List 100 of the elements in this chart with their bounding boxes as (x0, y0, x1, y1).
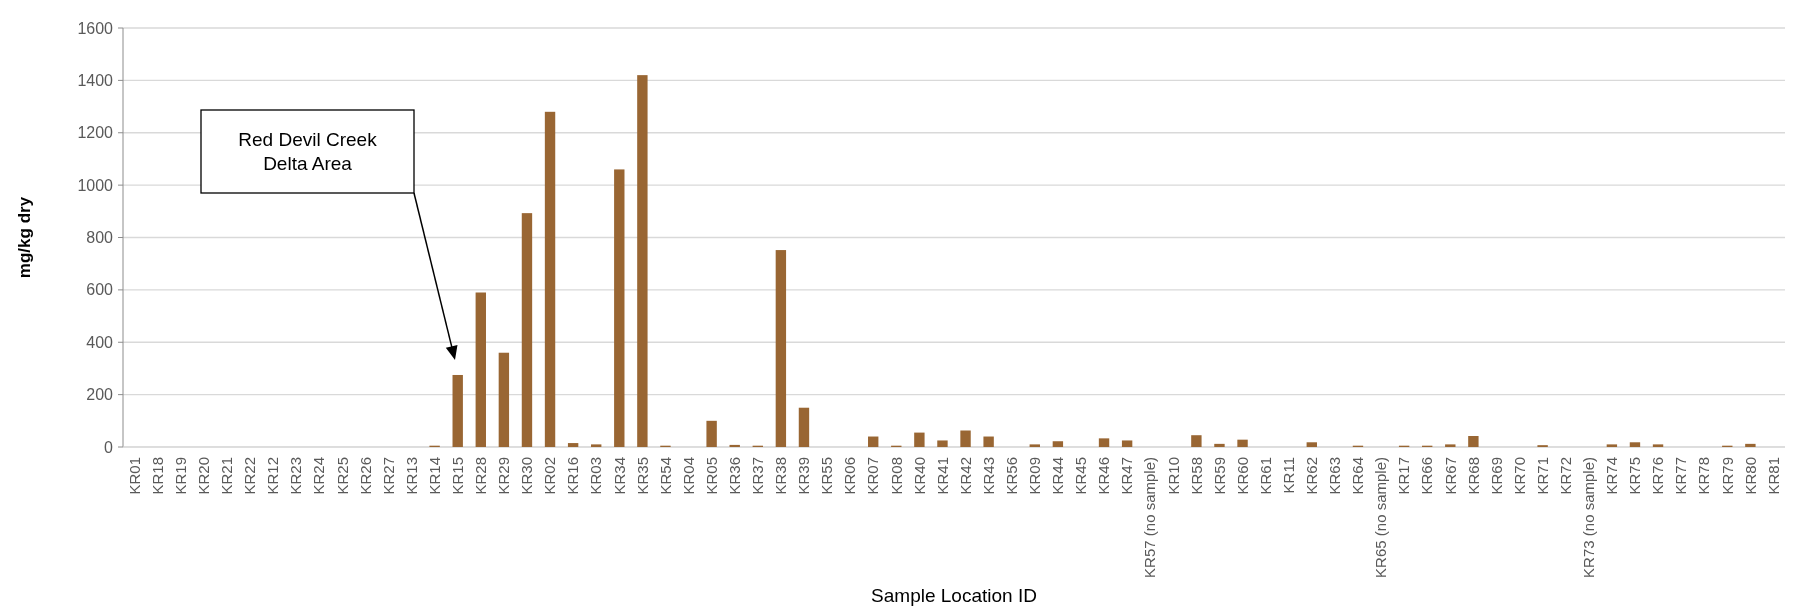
bar (1468, 436, 1479, 447)
x-tick-label: KR64 (1349, 457, 1367, 495)
x-tick-label: KR67 (1441, 457, 1459, 495)
x-tick-label: KR28 (472, 457, 490, 495)
x-tick-label: KR55 (818, 457, 836, 495)
bar (914, 432, 925, 447)
bar (1652, 444, 1664, 447)
bar (960, 430, 971, 447)
x-tick-label: KR16 (564, 457, 582, 495)
x-tick-label: KR47 (1118, 457, 1136, 495)
x-tick-label: KR40 (910, 457, 928, 495)
x-tick-label: KR24 (310, 457, 328, 495)
y-axis-title: mg/kg dry (15, 196, 34, 279)
x-tick-label: KR73 (no sample) (1580, 457, 1598, 578)
bar (729, 444, 740, 447)
x-tick-label: KR26 (356, 457, 374, 495)
annotation: Red Devil Creek Delta Area (238, 129, 378, 174)
y-tick-label: 800 (86, 229, 114, 247)
y-tick-label: 600 (86, 281, 114, 299)
x-tick-label: KR77 (1672, 457, 1690, 495)
bar (1098, 438, 1110, 447)
x-tick-label: KR75 (1626, 457, 1644, 495)
x-tick-label: KR66 (1418, 457, 1436, 495)
bar (637, 75, 648, 447)
bar (1306, 442, 1317, 447)
x-tick-label: KR58 (1187, 457, 1205, 495)
bar (1052, 441, 1064, 447)
bar (706, 420, 717, 447)
y-tick-label: 0 (104, 438, 114, 456)
x-tick-label: KR44 (1049, 457, 1067, 495)
x-tick-label: KR39 (795, 457, 813, 495)
bar (1029, 444, 1040, 447)
x-tick-label: KR15 (448, 457, 466, 495)
bar (1445, 444, 1456, 447)
x-tick-label: KR78 (1695, 457, 1713, 495)
x-tick-label: KR60 (1233, 457, 1251, 495)
x-tick-label: KR35 (633, 457, 651, 495)
x-tick-label: KR25 (333, 457, 351, 495)
x-tick-label: KR09 (1026, 457, 1044, 495)
x-tick-label: KR12 (264, 457, 282, 495)
x-tick-label: KR29 (495, 457, 513, 495)
bar (775, 250, 787, 447)
bar (614, 169, 625, 447)
x-tick-label: KR41 (933, 457, 951, 495)
bar (1745, 443, 1756, 447)
y-tick-label: 200 (86, 386, 114, 404)
x-tick-label: KR54 (656, 457, 674, 495)
bar (498, 352, 510, 447)
x-tick-label: KR05 (702, 457, 720, 495)
x-tick-label: KR14 (425, 457, 443, 495)
x-tick-label: KR11 (1279, 457, 1297, 494)
bar (937, 440, 948, 447)
x-tick-label: KR06 (841, 457, 859, 495)
bar (868, 436, 879, 447)
bar (983, 436, 994, 447)
x-tick-label: KR36 (725, 457, 743, 495)
x-tick-label: KR08 (887, 457, 905, 495)
x-tick-label: KR21 (218, 457, 236, 495)
x-tick-label: KR43 (979, 457, 997, 495)
x-tick-label: KR56 (1002, 457, 1020, 495)
x-axis-title: Sample Location ID (871, 585, 1037, 606)
bar (521, 213, 533, 447)
x-tick-label: KR01 (125, 457, 143, 495)
bar (1214, 443, 1225, 447)
x-tick-label: KR81 (1764, 457, 1782, 495)
bar (798, 407, 810, 447)
bar (1606, 444, 1618, 447)
x-tick-label: KR45 (1072, 457, 1090, 495)
x-tick-label: KR27 (379, 457, 397, 495)
x-tick-label: KR02 (541, 457, 559, 495)
x-tick-label: KR57 (no sample) (1141, 457, 1159, 578)
x-tick-label: KR20 (195, 457, 213, 495)
x-tick-label: KR65 (no sample) (1372, 457, 1390, 578)
bar (1629, 442, 1641, 447)
bar (452, 374, 463, 447)
x-tick-label: KR07 (864, 457, 882, 495)
bar (567, 443, 579, 447)
x-tick-label: KR59 (1210, 457, 1228, 495)
x-tick-label: KR63 (1326, 457, 1344, 495)
y-tick-label: 1600 (77, 19, 114, 37)
x-tick-label: KR19 (171, 457, 189, 495)
x-tick-label: KR03 (587, 457, 605, 495)
bar (1191, 435, 1202, 447)
y-tick-label: 1000 (77, 176, 114, 194)
x-tick-label: KR18 (148, 457, 166, 495)
x-tick-label: KR13 (402, 457, 420, 495)
x-tick-label: KR04 (679, 457, 697, 495)
x-tick-label: KR30 (518, 457, 536, 495)
x-tick-label: KR17 (1395, 457, 1413, 495)
x-tick-label: KR38 (772, 457, 790, 495)
x-tick-label: KR22 (241, 457, 259, 495)
x-tick-label: KR71 (1533, 457, 1551, 495)
x-tick-label: KR70 (1510, 457, 1528, 495)
x-tick-label: KR37 (749, 457, 767, 495)
x-tick-label: KR79 (1718, 457, 1736, 495)
bar (475, 292, 486, 447)
bar (1237, 439, 1248, 447)
x-tick-label: KR23 (287, 457, 305, 495)
x-tick-label: KR34 (610, 457, 628, 495)
x-tick-label: KR68 (1464, 457, 1482, 495)
